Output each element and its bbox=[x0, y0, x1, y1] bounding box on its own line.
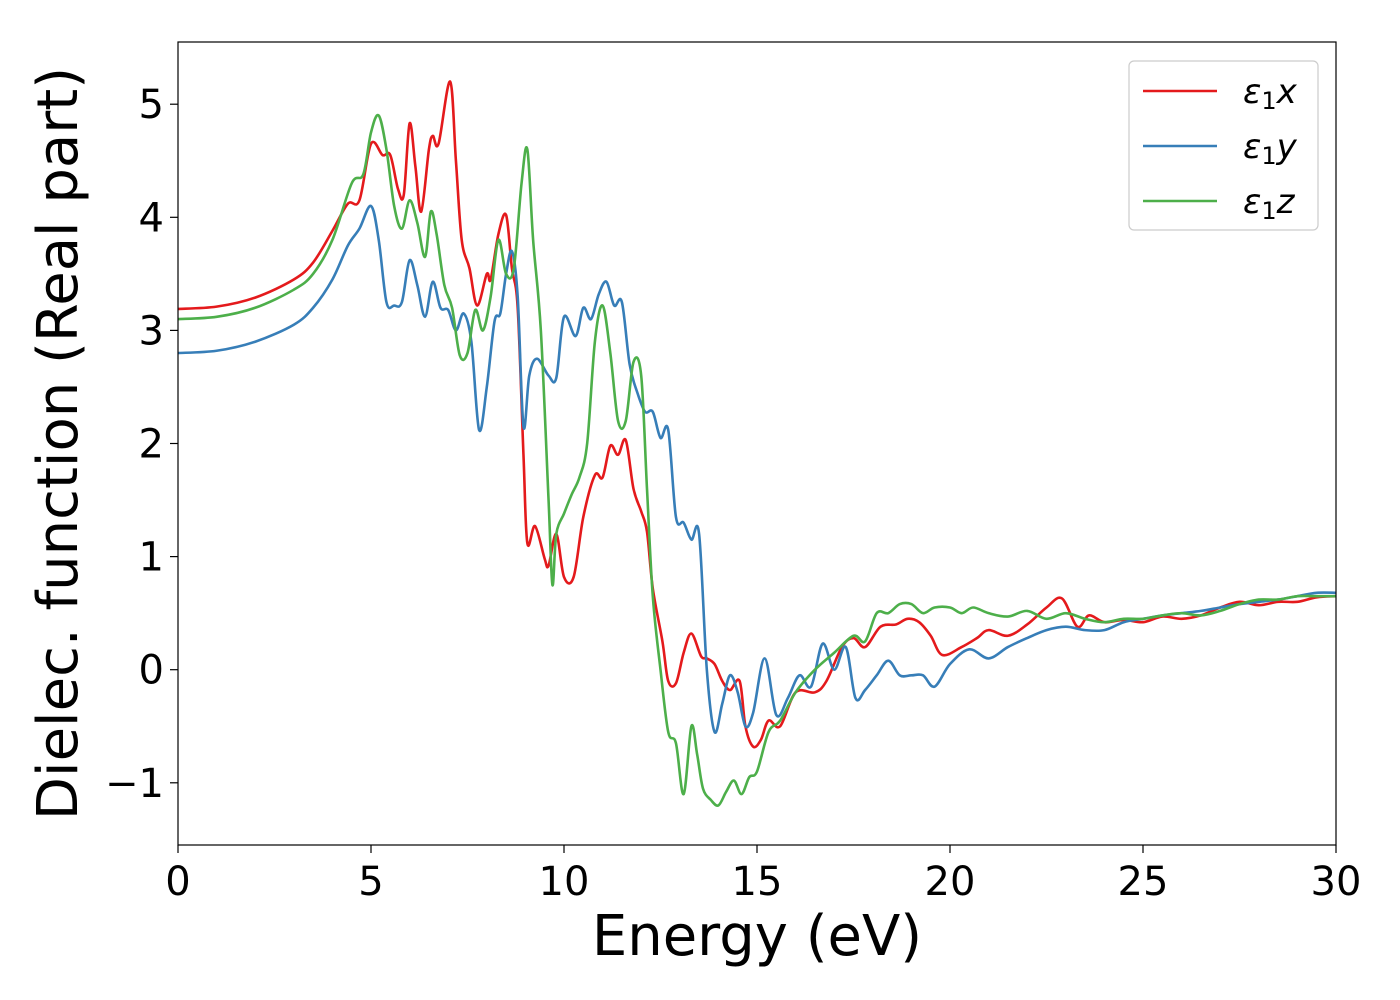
x-tick-label: 15 bbox=[732, 859, 783, 905]
y-tick-label: 3 bbox=[139, 308, 164, 354]
legend-label-x: ε1x bbox=[1243, 72, 1298, 115]
x-axis-label: Energy (eV) bbox=[592, 904, 922, 969]
y-axis-label: Dielec. function (Real part) bbox=[26, 67, 91, 820]
series-line-y bbox=[177, 204, 1337, 734]
label-layer: Energy (eV) Dielec. function (Real part) bbox=[26, 67, 922, 969]
x-tick-label: 0 bbox=[165, 859, 190, 905]
axis-layer: 0 5 10 15 20 25 30 −1 0 1 2 3 4 5 bbox=[105, 41, 1362, 905]
series-line-z bbox=[177, 113, 1336, 807]
legend-label-y: ε1y bbox=[1243, 127, 1298, 170]
series-layer bbox=[177, 80, 1337, 807]
legend-label-z: ε1z bbox=[1243, 182, 1296, 225]
y-tick-label: 5 bbox=[139, 82, 164, 128]
y-tick-label: 2 bbox=[139, 422, 164, 468]
y-tick-label: 1 bbox=[139, 535, 164, 581]
x-tick-label: 25 bbox=[1118, 859, 1169, 905]
series-line-x bbox=[177, 80, 1337, 749]
x-tick-label: 10 bbox=[539, 859, 590, 905]
x-tick-label: 20 bbox=[925, 859, 976, 905]
legend: ε1x ε1y ε1z bbox=[1128, 60, 1319, 231]
x-tick-label: 30 bbox=[1311, 859, 1362, 905]
y-tick-label: 0 bbox=[139, 648, 164, 694]
legend-box bbox=[1128, 60, 1319, 231]
y-tick-label: −1 bbox=[105, 761, 164, 807]
y-tick-label: 4 bbox=[139, 195, 164, 241]
x-tick-label: 5 bbox=[358, 859, 383, 905]
